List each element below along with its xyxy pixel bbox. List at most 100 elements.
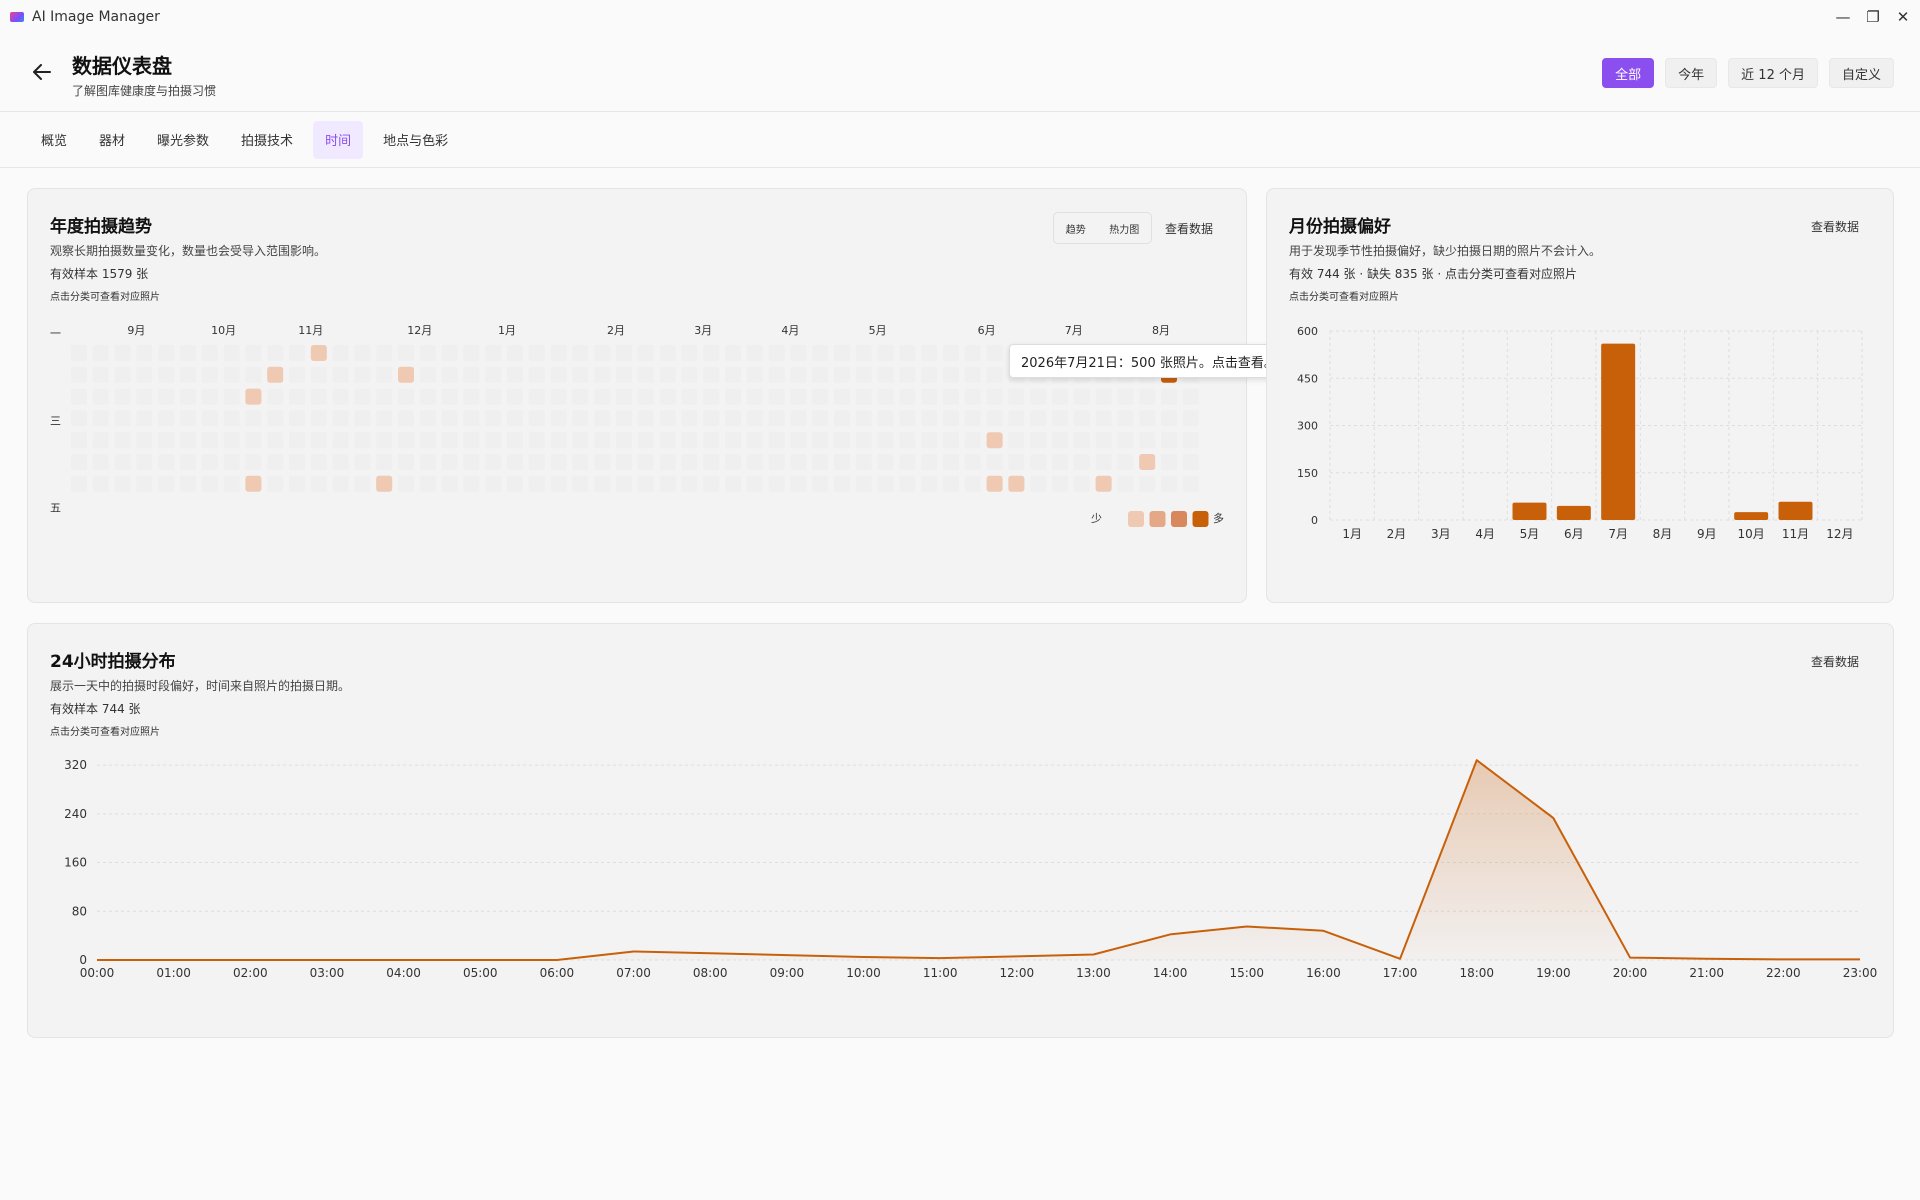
bar[interactable] <box>1778 501 1813 520</box>
heatmap-cell-empty <box>1117 432 1134 449</box>
heatmap-cell-empty <box>550 388 567 405</box>
heatmap-cell-empty <box>485 432 502 449</box>
back-button[interactable] <box>26 58 58 86</box>
heatmap-cell[interactable] <box>1139 454 1156 470</box>
heatmap-cell-empty <box>943 366 959 383</box>
heatmap-cell-empty <box>834 454 850 470</box>
heatmap-cell-empty <box>855 432 872 449</box>
close-icon[interactable]: ✕ <box>1896 8 1910 26</box>
heatmap-cell-empty <box>877 410 894 427</box>
heatmap-cell-empty <box>1117 388 1134 405</box>
toggle-trend[interactable]: 趋势 <box>1065 224 1086 236</box>
tab-equipment[interactable]: 器材 <box>99 134 126 149</box>
heatmap-cell-empty <box>703 345 720 361</box>
bar[interactable] <box>1512 502 1547 520</box>
bar[interactable] <box>1556 505 1591 520</box>
heatmap-cell-empty <box>332 432 349 449</box>
restore-icon[interactable]: ❐ <box>1866 8 1880 26</box>
bar-x-label: 11月 <box>1782 527 1809 541</box>
range-custom-button[interactable]: 自定义 <box>1828 58 1894 88</box>
heatmap-cell-empty <box>201 366 218 383</box>
heatmap-cell-empty <box>855 454 872 470</box>
heatmap-cell[interactable] <box>245 388 262 405</box>
heatmap-cell-empty <box>267 410 284 427</box>
heatmap-cell-empty <box>485 410 502 427</box>
heatmap-cell-empty <box>158 475 175 492</box>
tab-technique[interactable]: 拍摄技术 <box>241 134 294 149</box>
heatmap-cell[interactable] <box>986 432 1003 449</box>
heatmap-cell-empty <box>1182 388 1199 405</box>
heatmap-cell-empty <box>1030 388 1047 405</box>
minimize-icon[interactable]: — <box>1835 8 1851 26</box>
heatmap-cell-empty <box>637 432 654 449</box>
range-this-year-button[interactable]: 今年 <box>1665 58 1718 88</box>
heatmap-cell-empty <box>681 366 698 383</box>
toggle-heatmap[interactable]: 热力图 <box>1109 224 1140 236</box>
tab-exposure[interactable]: 曝光参数 <box>157 134 210 149</box>
heatmap-cell-empty <box>1073 410 1090 427</box>
heatmap-cell-empty <box>1073 432 1090 449</box>
heatmap-cell-empty <box>659 410 676 427</box>
tab-location-color[interactable]: 地点与色彩 <box>383 134 449 149</box>
heatmap-cell-empty <box>899 366 916 383</box>
heatmap-cell[interactable] <box>986 475 1003 492</box>
tab-time[interactable]: 时间 <box>313 120 364 159</box>
heatmap-cell-empty <box>943 388 959 405</box>
area-x-label: 04:00 <box>386 966 421 980</box>
heatmap-cell[interactable] <box>376 475 393 492</box>
heatmap-month-label: 4月 <box>781 324 799 337</box>
monthly-bar-chart[interactable]: 0 150 300 450 600 1月 2月 3月 4月 5月 6月 7月 8月 9月 10月 11月 12月 <box>1280 315 1880 550</box>
heatmap-cell-empty <box>877 388 894 405</box>
heatmap-tooltip: 2026年7月21日：500 张照片。点击查看。 <box>1009 344 1291 378</box>
heatmap-cell-empty <box>921 388 938 405</box>
heatmap-cell-empty <box>376 432 393 449</box>
range-selector: 全部 今年 近 12 个月 自定义 <box>1602 58 1894 88</box>
range-last-12-months-button[interactable]: 近 12 个月 <box>1728 58 1818 88</box>
heatmap-cell-empty <box>812 475 829 492</box>
heatmap-cell[interactable] <box>398 366 414 383</box>
range-all-button[interactable]: 全部 <box>1602 58 1655 88</box>
bar[interactable] <box>1601 343 1636 520</box>
heatmap-cell-empty <box>812 345 829 361</box>
heatmap-cell-empty <box>1052 454 1068 470</box>
heatmap-cell[interactable] <box>310 345 327 361</box>
heatmap-cell-empty <box>507 345 523 361</box>
heatmap-cell-empty <box>528 454 545 470</box>
heatmap-cell-empty <box>1161 432 1177 449</box>
heatmap-cell-empty <box>441 432 458 449</box>
area-x-label: 22:00 <box>1766 966 1801 980</box>
heatmap-cell-empty <box>616 454 632 470</box>
heatmap-cell-empty <box>1161 475 1177 492</box>
heatmap-cell-empty <box>114 475 131 492</box>
heatmap-cell-empty <box>485 366 502 383</box>
heatmap-cell[interactable] <box>1008 475 1025 492</box>
app-title: AI Image Manager <box>32 9 160 25</box>
heatmap-cell-empty <box>1073 388 1090 405</box>
heatmap-cell-empty <box>594 475 611 492</box>
heatmap-cell-empty <box>71 454 87 470</box>
heatmap-cell-empty <box>790 410 807 427</box>
heatmap-cell-empty <box>267 345 284 361</box>
heatmap-cell-empty <box>877 432 894 449</box>
heatmap-cell-empty <box>289 432 305 449</box>
heatmap-cell-empty <box>528 345 545 361</box>
heatmap-cell-empty <box>114 345 131 361</box>
heatmap-cell[interactable] <box>245 475 262 492</box>
heatmap-cell-empty <box>812 454 829 470</box>
heatmap-cell-empty <box>812 432 829 449</box>
heatmap-cell-empty <box>463 432 480 449</box>
hourly-view-data-button[interactable]: 查看数据 <box>1811 655 1860 669</box>
heatmap-cell-empty <box>136 454 153 470</box>
heatmap-cell-empty <box>550 454 567 470</box>
heatmap-cell[interactable] <box>1095 475 1112 492</box>
monthly-view-data-button[interactable]: 查看数据 <box>1811 220 1860 234</box>
tab-overview[interactable]: 概览 <box>41 134 68 149</box>
heatmap-cell-empty <box>71 388 87 405</box>
heatmap-cell-empty <box>245 432 262 449</box>
heatmap-cell[interactable] <box>267 366 284 383</box>
bar[interactable] <box>1734 512 1769 520</box>
heatmap-cell-empty <box>1161 410 1177 427</box>
yearly-view-data-button[interactable]: 查看数据 <box>1165 222 1214 236</box>
hourly-area-chart[interactable]: 0 80 160 240 320 00:00 01:00 02:00 03:00 04:00 05:… <box>40 745 1890 990</box>
